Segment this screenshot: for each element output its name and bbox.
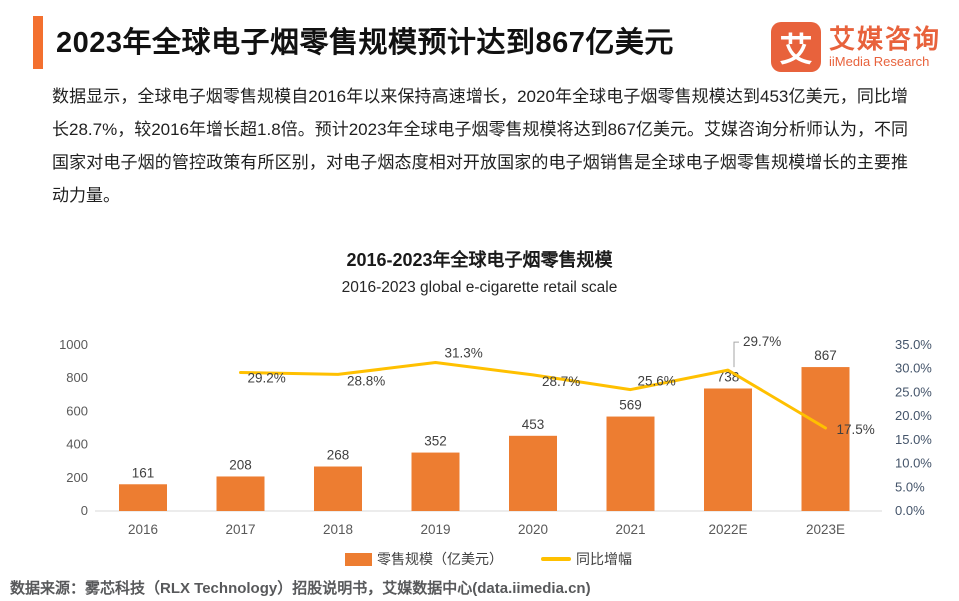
x-axis-label: 2018	[323, 522, 353, 537]
legend-line-swatch	[541, 557, 571, 561]
chart-title: 2016-2023年全球电子烟零售规模	[346, 250, 613, 270]
bar-value-label: 352	[424, 434, 447, 449]
growth-value-label: 25.6%	[638, 374, 676, 389]
right-axis-tick: 5.0%	[895, 479, 925, 494]
bar-value-label: 569	[619, 398, 642, 413]
bar-2017	[216, 476, 265, 511]
left-axis-tick: 1000	[59, 337, 88, 352]
growth-value-label: 29.7%	[743, 334, 781, 349]
right-axis-tick: 20.0%	[895, 408, 932, 423]
left-axis-tick: 400	[66, 437, 88, 452]
bar-value-label: 161	[132, 465, 155, 480]
intro-paragraph: 数据显示，全球电子烟零售规模自2016年以来保持高速增长，2020年全球电子烟零…	[52, 87, 908, 205]
left-axis-tick: 800	[66, 370, 88, 385]
bar-2019	[411, 452, 460, 511]
bar-2016	[119, 484, 167, 511]
bar-2018	[314, 466, 362, 511]
logo-name-en: iiMedia Research	[828, 54, 930, 69]
right-axis-tick: 15.0%	[895, 432, 932, 447]
left-axis-tick: 0	[81, 503, 88, 518]
data-source: 数据来源：雾芯科技（RLX Technology）招股说明书，艾媒数据中心(da…	[10, 580, 591, 597]
x-axis-label: 2016	[128, 522, 158, 537]
bar-value-label: 453	[522, 417, 545, 432]
chart-subtitle: 2016-2023 global e-cigarette retail scal…	[341, 279, 618, 296]
bar-2022E	[704, 388, 752, 511]
bar-value-label: 208	[229, 457, 252, 472]
bar-2023E	[801, 367, 850, 511]
bar-2021	[606, 416, 655, 511]
right-axis-tick: 0.0%	[895, 503, 925, 518]
header: 2023年全球电子烟零售规模预计达到867亿美元 艾 艾媒咨询 iiMedia …	[33, 16, 941, 72]
logo-text: 艾媒咨询 iiMedia Research	[829, 24, 941, 70]
legend-bar-swatch	[345, 552, 372, 566]
x-axis-label: 2019	[420, 522, 450, 537]
left-axis-tick: 200	[66, 470, 88, 485]
title-accent-bar	[33, 16, 43, 69]
iimedia-logo-icon: 艾	[770, 22, 821, 72]
bar-value-label: 867	[814, 348, 837, 363]
growth-value-label: 31.3%	[445, 346, 483, 361]
x-axis-label: 2023E	[806, 522, 845, 537]
x-axis-label: 2022E	[708, 522, 747, 537]
growth-value-label: 28.8%	[347, 373, 385, 388]
x-axis-label: 2020	[518, 522, 548, 537]
growth-line	[239, 361, 827, 430]
right-axis-tick: 35.0%	[895, 337, 932, 352]
iimedia-logo: 艾 艾媒咨询 iiMedia Research	[770, 22, 941, 72]
x-axis-label: 2017	[225, 522, 255, 537]
bar-2020	[509, 435, 557, 511]
x-axis-label: 2021	[615, 522, 645, 537]
logo-name-cn: 艾媒咨询	[828, 24, 941, 54]
left-axis-tick: 600	[66, 403, 88, 418]
right-axis-tick: 25.0%	[895, 384, 932, 399]
right-axis-tick: 10.0%	[895, 456, 932, 471]
legend-bar-label: 零售规模（亿美元）	[377, 551, 503, 567]
title-block: 2023年全球电子烟零售规模预计达到867亿美元	[33, 16, 674, 69]
legend-line-label: 同比增幅	[576, 551, 632, 567]
growth-value-label: 28.7%	[542, 374, 580, 389]
page-title: 2023年全球电子烟零售规模预计达到867亿美元	[56, 27, 674, 59]
right-axis-tick: 30.0%	[895, 361, 932, 376]
growth-value-label: 17.5%	[837, 422, 875, 437]
bar-value-label: 268	[327, 448, 350, 463]
combo-chart: 0 200 400 600 800 1000 0.0% 5.0% 10.0% 15.0% 20.0%…	[59, 334, 932, 537]
legend-item-bar: 零售规模（亿美元）	[345, 549, 503, 569]
chart-legend: 零售规模（亿美元） 同比增幅	[95, 549, 882, 569]
callout-connector	[733, 341, 739, 368]
growth-value-label: 29.2%	[248, 371, 286, 386]
legend-item-line: 同比增幅	[541, 549, 632, 569]
